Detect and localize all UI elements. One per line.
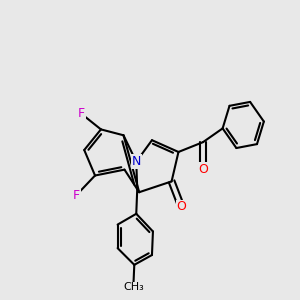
Text: CH₃: CH₃ bbox=[123, 282, 144, 292]
Text: O: O bbox=[176, 200, 186, 213]
Text: F: F bbox=[78, 107, 85, 120]
Text: O: O bbox=[198, 163, 208, 176]
Text: N: N bbox=[132, 155, 141, 168]
Text: F: F bbox=[73, 189, 80, 202]
